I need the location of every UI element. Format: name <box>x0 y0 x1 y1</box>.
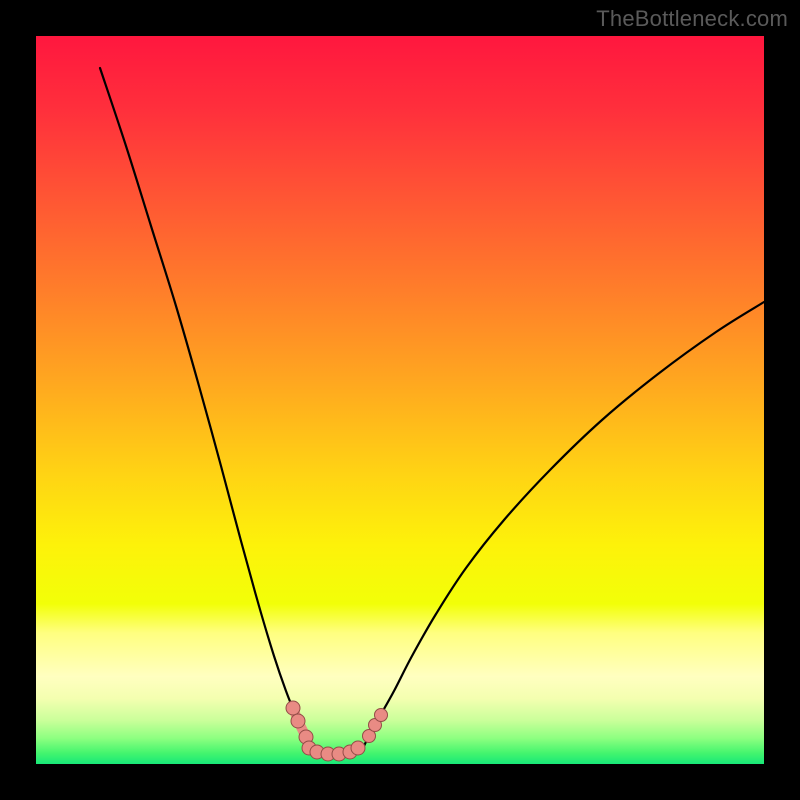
plot-area <box>36 36 764 764</box>
watermark-text: TheBottleneck.com <box>596 6 788 32</box>
heat-gradient <box>36 36 764 764</box>
chart-container: TheBottleneck.com <box>0 0 800 800</box>
